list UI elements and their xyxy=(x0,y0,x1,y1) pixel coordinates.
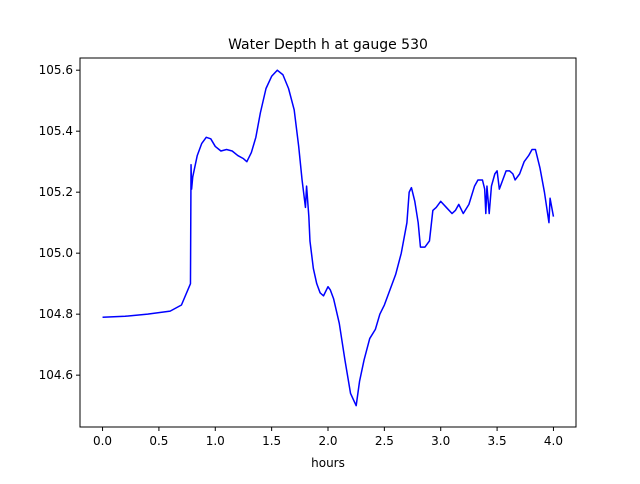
x-tick-label: 3.5 xyxy=(488,434,507,448)
plot-area xyxy=(79,57,577,428)
x-tick-label: 1.0 xyxy=(206,434,225,448)
y-axis: 104.6 104.8 105.0 105.2 105.4 105.6 xyxy=(39,63,80,382)
x-tick-label: 2.0 xyxy=(318,434,337,448)
x-tick-label: 3.0 xyxy=(431,434,450,448)
y-tick-label: 105.0 xyxy=(39,246,73,260)
x-axis-label: hours xyxy=(311,456,345,470)
y-tick-label: 105.4 xyxy=(39,124,73,138)
series-line xyxy=(102,69,555,407)
x-tick-label: 0.0 xyxy=(93,434,112,448)
x-tick-label: 1.5 xyxy=(262,434,281,448)
y-tick-label: 105.6 xyxy=(39,63,73,77)
chart-title: Water Depth h at gauge 530 xyxy=(228,37,428,53)
y-tick-label: 105.2 xyxy=(39,185,73,199)
x-tick-label: 0.5 xyxy=(149,434,168,448)
x-tick-label: 4.0 xyxy=(544,434,563,448)
x-axis: 0.0 0.5 1.0 1.5 2.0 2.5 3.0 3.5 4.0 xyxy=(93,427,563,448)
x-tick-label: 2.5 xyxy=(375,434,394,448)
y-tick-label: 104.8 xyxy=(39,307,73,321)
y-tick-label: 104.6 xyxy=(39,368,73,382)
series-group xyxy=(102,69,555,407)
